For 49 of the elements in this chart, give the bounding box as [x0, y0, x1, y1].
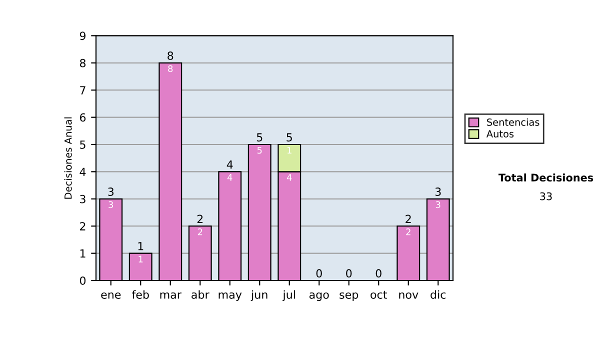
total-label: 0 — [316, 269, 322, 278]
total-label: 8 — [168, 52, 174, 60]
x-tick-label: ene — [101, 292, 121, 299]
legend-label: Sentencias — [487, 118, 540, 126]
x-tick-label: may — [218, 292, 242, 301]
total-label: 4 — [226, 160, 233, 169]
data-label: 3 — [108, 201, 114, 208]
data-label: 2 — [198, 228, 202, 236]
x-tick-label: nov — [399, 292, 418, 299]
y-tick-label: 8 — [80, 58, 86, 68]
x-tick-label: ago — [309, 292, 329, 301]
x-tick-label: feb — [132, 290, 149, 299]
total-label: 1 — [138, 242, 144, 250]
y-tick-label: 2 — [80, 222, 86, 230]
data-label: 1 — [138, 256, 143, 262]
y-tick-label: 5 — [80, 140, 86, 149]
y-tick-label: 9 — [80, 32, 86, 40]
total-label: 0 — [376, 269, 382, 278]
x-tick-label: oct — [370, 290, 387, 299]
x-tick-label: sep — [340, 292, 358, 301]
data-label: 4 — [227, 174, 232, 181]
y-tick-label: 6 — [80, 113, 86, 122]
total-label: 0 — [346, 269, 352, 278]
data-label: 8 — [168, 65, 173, 72]
x-tick-label: mar — [160, 292, 182, 299]
data-label: 3 — [436, 201, 440, 208]
y-tick-label: 1 — [80, 249, 86, 258]
total-label: 3 — [435, 188, 441, 196]
y-tick-label: 0 — [80, 276, 86, 285]
data-label: 2 — [406, 228, 410, 236]
y-tick-label: 4 — [80, 168, 86, 176]
x-tick-label: jul — [282, 290, 295, 301]
legend-label: Autos — [486, 130, 514, 138]
total-label: 3 — [108, 188, 114, 196]
x-tick-label: jun — [250, 290, 268, 301]
x-tick-label: abr — [192, 290, 210, 299]
total-label: 2 — [197, 214, 203, 223]
total-label: 5 — [256, 133, 262, 142]
data-label: 1 — [287, 146, 292, 154]
y-tick-label: 3 — [80, 194, 86, 204]
total-label: 5 — [286, 133, 292, 142]
total-label: 2 — [406, 214, 411, 223]
text: 33 — [540, 192, 552, 200]
y-axis-title: Decisiones Anual — [64, 117, 72, 199]
y-tick-label: 7 — [80, 86, 86, 94]
text: Total Decisiones — [498, 173, 594, 182]
data-label: 4 — [286, 174, 292, 181]
data-label: 5 — [257, 146, 262, 154]
x-tick-label: dic — [430, 290, 446, 299]
